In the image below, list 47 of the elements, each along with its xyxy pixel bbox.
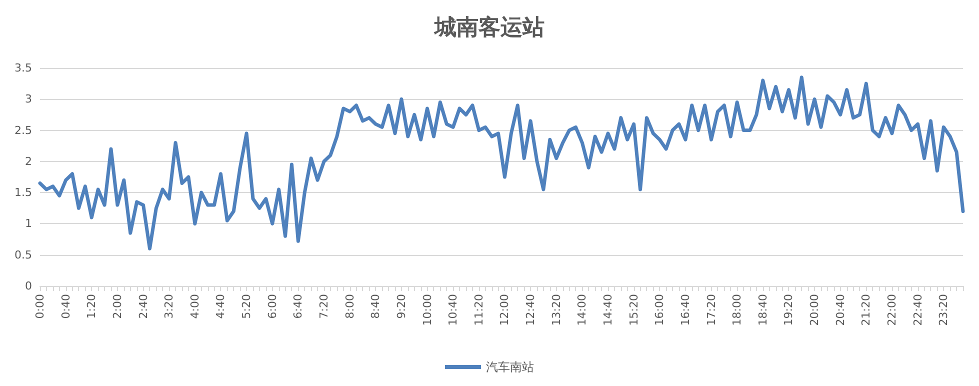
x-tick-label: 18:00 bbox=[730, 294, 744, 326]
y-tick-label: 1 bbox=[25, 217, 32, 230]
x-tick-label: 18:40 bbox=[756, 294, 770, 326]
x-tick-label: 12:40 bbox=[524, 294, 538, 326]
x-tick-label: 0:00 bbox=[34, 294, 46, 319]
line-series bbox=[38, 76, 965, 250]
x-tick-label: 20:00 bbox=[808, 294, 822, 326]
x-tick-label: 2:40 bbox=[136, 294, 150, 319]
y-tick-label: 3.5 bbox=[14, 62, 32, 74]
legend-label: 汽车南站 bbox=[486, 360, 534, 374]
y-tick-label: 0 bbox=[25, 280, 32, 292]
y-tick-label: 1.5 bbox=[14, 186, 32, 200]
x-tick-label: 15:20 bbox=[627, 294, 640, 326]
x-tick-label: 17:20 bbox=[704, 294, 718, 326]
x-tick-label: 7:20 bbox=[318, 294, 330, 319]
x-tick-label: 2:00 bbox=[110, 294, 124, 319]
x-tick-label: 20:40 bbox=[834, 294, 847, 326]
x-tick-label: 3:20 bbox=[162, 294, 176, 319]
y-tick-label: 0.5 bbox=[14, 248, 32, 262]
x-tick-label: 16:40 bbox=[678, 294, 692, 326]
x-tick-label: 13:20 bbox=[550, 294, 563, 326]
x-tick-label: 19:20 bbox=[782, 294, 796, 326]
x-tick-label: 8:40 bbox=[369, 294, 382, 319]
y-tick-label: 2 bbox=[25, 154, 32, 168]
x-tick-label: 22:40 bbox=[911, 294, 924, 326]
x-tick-label: 9:20 bbox=[394, 294, 408, 319]
x-tick-label: 6:40 bbox=[292, 294, 305, 319]
chart-title: 城南客运站 bbox=[434, 14, 544, 40]
x-tick-label: 14:00 bbox=[576, 294, 589, 326]
x-tick-label: 5:20 bbox=[240, 294, 254, 319]
x-tick-label: 11:20 bbox=[472, 294, 486, 326]
x-tick-label: 1:20 bbox=[85, 294, 98, 319]
y-tick-label: 3 bbox=[25, 92, 32, 106]
x-tick-label: 8:00 bbox=[343, 294, 356, 319]
y-tick-label: 2.5 bbox=[14, 124, 32, 137]
x-tick-label: 10:40 bbox=[446, 294, 460, 326]
x-tick-label: 21:20 bbox=[860, 294, 873, 326]
x-tick-label: 6:00 bbox=[266, 294, 279, 319]
x-tick-label: 16:00 bbox=[653, 294, 666, 326]
x-tick-label: 4:00 bbox=[188, 294, 202, 319]
x-tick-label: 10:00 bbox=[420, 294, 434, 326]
x-tick-label: 12:00 bbox=[498, 294, 512, 326]
x-tick-label: 23:20 bbox=[937, 294, 950, 326]
x-tick-label: 0:40 bbox=[59, 294, 72, 319]
x-tick-label: 14:40 bbox=[602, 294, 614, 326]
x-tick-label: 22:00 bbox=[886, 294, 898, 326]
x-tick-label: 4:40 bbox=[214, 294, 228, 319]
